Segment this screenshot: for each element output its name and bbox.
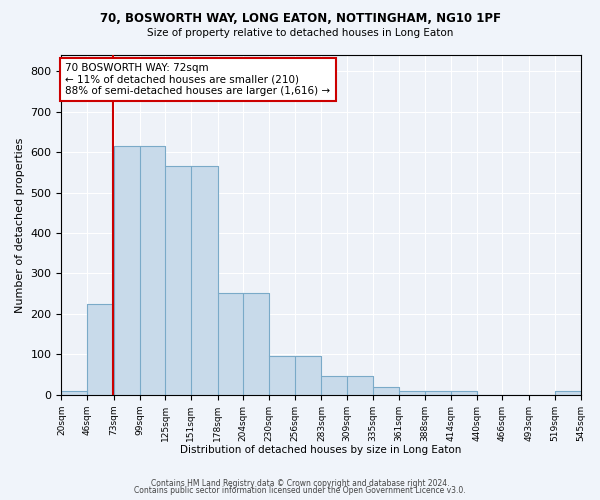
Text: Size of property relative to detached houses in Long Eaton: Size of property relative to detached ho… [147,28,453,38]
Text: 70, BOSWORTH WAY, LONG EATON, NOTTINGHAM, NG10 1PF: 70, BOSWORTH WAY, LONG EATON, NOTTINGHAM… [100,12,500,26]
Y-axis label: Number of detached properties: Number of detached properties [15,137,25,312]
Text: Contains HM Land Registry data © Crown copyright and database right 2024.: Contains HM Land Registry data © Crown c… [151,478,449,488]
Text: 70 BOSWORTH WAY: 72sqm
← 11% of detached houses are smaller (210)
88% of semi-de: 70 BOSWORTH WAY: 72sqm ← 11% of detached… [65,63,331,96]
X-axis label: Distribution of detached houses by size in Long Eaton: Distribution of detached houses by size … [180,445,461,455]
Text: Contains public sector information licensed under the Open Government Licence v3: Contains public sector information licen… [134,486,466,495]
